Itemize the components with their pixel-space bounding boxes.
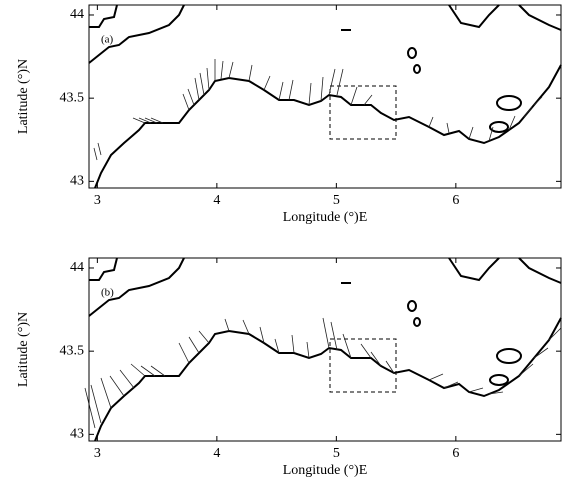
x-tick-label: 4 xyxy=(213,446,220,461)
x-tick-label: 4 xyxy=(213,193,220,208)
coastline-map xyxy=(88,4,562,189)
x-tick-label: 3 xyxy=(94,446,101,461)
x-tick-label: 3 xyxy=(94,193,101,208)
y-axis-label: Latitude (°)N xyxy=(16,312,31,387)
current-arrows xyxy=(93,58,543,161)
y-tick-label: 44 xyxy=(70,7,84,22)
coastline-map xyxy=(88,257,562,442)
panel-label: (a) xyxy=(101,34,114,46)
x-axis-label: Longitude (°)E xyxy=(283,210,368,225)
x-tick-label: 5 xyxy=(333,446,340,461)
x-tick-label: 6 xyxy=(452,446,459,461)
y-axis-label: Latitude (°)N xyxy=(16,59,31,134)
panel-label: (b) xyxy=(101,287,114,299)
axes-box xyxy=(88,4,562,189)
y-tick-label: 43 xyxy=(70,427,84,442)
current-arrows xyxy=(84,317,562,429)
y-tick-label: 44 xyxy=(70,260,84,275)
y-tick-label: 43.5 xyxy=(60,343,85,358)
y-tick-label: 43 xyxy=(70,174,84,189)
x-tick-label: 6 xyxy=(452,193,459,208)
x-tick-label: 5 xyxy=(333,193,340,208)
y-tick-label: 43.5 xyxy=(60,90,85,105)
axes-box xyxy=(88,257,562,442)
x-axis-label: Longitude (°)E xyxy=(283,463,368,478)
